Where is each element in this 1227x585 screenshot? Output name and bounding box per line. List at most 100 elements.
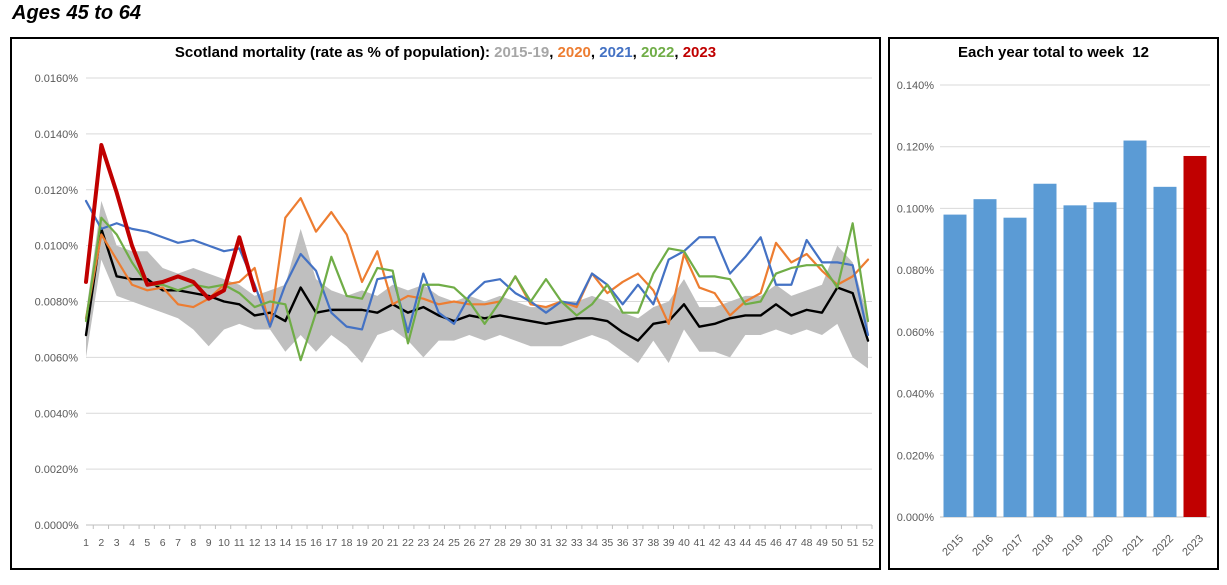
x-axis-week-label: 35 <box>601 537 613 549</box>
page-title: Ages 45 to 64 <box>12 2 141 24</box>
x-axis-week-label: 46 <box>770 537 782 549</box>
series-line-2023 <box>84 143 257 301</box>
x-axis-week-label: 15 <box>295 537 307 549</box>
x-axis-week-label: 42 <box>709 537 721 549</box>
bar-2019 <box>1063 205 1087 518</box>
x-axis-year-label: 2016 <box>970 533 996 559</box>
y-axis-tick-label: 0.120% <box>897 142 935 154</box>
line-chart-title-segment: 2021 <box>599 44 633 61</box>
series-line-2020 <box>84 197 870 328</box>
bar-2015 <box>943 214 967 517</box>
x-axis-week-label: 34 <box>586 537 598 549</box>
series-line-2015-19-average <box>84 227 870 342</box>
x-axis-week-label: 1 <box>83 537 89 549</box>
bar-2020 <box>1093 202 1117 517</box>
x-axis-week-label: 8 <box>190 537 196 549</box>
x-axis-week-label: 16 <box>310 537 322 549</box>
x-axis-year-label: 2021 <box>1120 533 1146 559</box>
y-axis-tick-label: 0.0140% <box>35 129 79 141</box>
x-axis-week-label: 37 <box>632 537 644 549</box>
x-axis-week-label: 19 <box>356 537 368 549</box>
x-axis-week-label: 27 <box>479 537 491 549</box>
x-axis-year-label: 2015 <box>940 533 966 559</box>
y-axis-tick-label: 0.100% <box>897 203 935 215</box>
line-chart-title-segment: Scotland mortality (rate as % of populat… <box>174 44 495 61</box>
x-axis-week-label: 14 <box>279 537 291 549</box>
x-axis-week-label: 17 <box>325 537 337 549</box>
bar-2018 <box>1033 183 1057 517</box>
y-axis-tick-label: 0.140% <box>897 80 935 92</box>
y-axis-tick-label: 0.040% <box>897 389 935 401</box>
x-axis-week-label: 30 <box>525 537 537 549</box>
line-chart-title-segment: , <box>549 44 558 61</box>
x-axis-week-label: 23 <box>417 537 429 549</box>
bar-2023 <box>1183 155 1207 517</box>
bar-chart-title: Each year total to week 12 <box>958 44 1149 61</box>
x-axis-week-label: 31 <box>540 537 552 549</box>
x-axis-year-label: 2023 <box>1180 533 1206 559</box>
y-axis-tick-label: 0.0040% <box>35 408 79 420</box>
x-axis-week-label: 50 <box>831 537 843 549</box>
x-axis-week-label: 24 <box>433 537 445 549</box>
line-chart-title-segment: , <box>674 44 683 61</box>
x-axis-week-label: 38 <box>647 537 659 549</box>
line-chart-title-segment: 2015-19 <box>494 44 550 61</box>
bar-chart-plot: 0.140% 0.120% 0.100% 0.080% 0.060% 0.040% 0.02… <box>897 80 1210 559</box>
x-axis-year-label: 2017 <box>1000 533 1026 559</box>
x-axis-week-label: 28 <box>494 537 506 549</box>
y-axis-tick-label: 0.080% <box>897 265 935 277</box>
yearly-total-bar-chart-panel: Each year total to week 12 0.140% 0.120% 0… <box>888 37 1219 570</box>
y-axis-tick-label: 0.0120% <box>35 185 79 197</box>
line-chart-title-segment: 2020 <box>557 44 591 61</box>
x-axis-week-label: 12 <box>249 537 261 549</box>
x-axis-year-label: 2019 <box>1060 533 1086 559</box>
weekly-mortality-line-chart-panel: Scotland mortality (rate as % of populat… <box>10 37 881 570</box>
y-axis-tick-label: 0.000% <box>897 512 935 524</box>
line-chart-plot: 0.0160% 0.0140% 0.0120% 0.0100% 0.0080% 0.006… <box>35 73 874 549</box>
x-axis-week-label: 13 <box>264 537 276 549</box>
band-2015-19-range <box>86 200 868 369</box>
x-axis-week-label: 6 <box>160 537 166 549</box>
y-axis-tick-label: 0.0080% <box>35 297 79 309</box>
x-axis-week-label: 29 <box>509 537 521 549</box>
x-axis-week-label: 47 <box>785 537 797 549</box>
x-axis-week-label: 25 <box>448 537 460 549</box>
y-axis-tick-label: 0.020% <box>897 450 935 462</box>
x-axis-week-label: 52 <box>862 537 874 549</box>
bar-2016 <box>973 199 997 517</box>
x-axis-week-label: 36 <box>617 537 629 549</box>
x-axis-week-label: 44 <box>739 537 751 549</box>
y-axis-tick-label: 0.0100% <box>35 241 79 253</box>
x-axis-week-label: 20 <box>371 537 383 549</box>
x-axis-week-label: 49 <box>816 537 828 549</box>
series-line-2021 <box>84 199 870 337</box>
x-axis-week-label: 4 <box>129 537 135 549</box>
x-axis-week-label: 43 <box>724 537 736 549</box>
series-line-2022 <box>84 216 870 362</box>
y-axis-tick-label: 0.060% <box>897 327 935 339</box>
line-chart-title-segment: 2023 <box>682 44 717 61</box>
x-axis-week-label: 5 <box>144 537 150 549</box>
x-axis-week-label: 2 <box>98 537 104 549</box>
x-axis-week-label: 22 <box>402 537 414 549</box>
x-axis-week-label: 41 <box>693 537 705 549</box>
line-chart-title-segment: 2022 <box>640 44 675 61</box>
x-axis-year-label: 2022 <box>1150 533 1176 559</box>
x-axis-year-label: 2020 <box>1090 533 1116 559</box>
bar-2021 <box>1123 140 1147 517</box>
x-axis-week-label: 48 <box>801 537 813 549</box>
x-axis-week-label: 21 <box>387 537 399 549</box>
x-axis-week-label: 10 <box>218 537 230 549</box>
x-axis-week-label: 39 <box>663 537 675 549</box>
bar-2017 <box>1003 217 1027 517</box>
x-axis-year-label: 2018 <box>1030 533 1056 559</box>
x-axis-week-label: 26 <box>463 537 475 549</box>
x-axis-week-label: 3 <box>114 537 120 549</box>
x-axis-week-label: 51 <box>847 537 859 549</box>
bar-2022 <box>1153 186 1177 518</box>
x-axis-week-label: 11 <box>234 537 245 549</box>
x-axis-week-label: 9 <box>206 537 212 549</box>
line-chart-title-segment: , <box>590 44 600 61</box>
x-axis-week-label: 33 <box>571 537 583 549</box>
line-chart-title: Scotland mortality (rate as % of populat… <box>12 44 879 61</box>
